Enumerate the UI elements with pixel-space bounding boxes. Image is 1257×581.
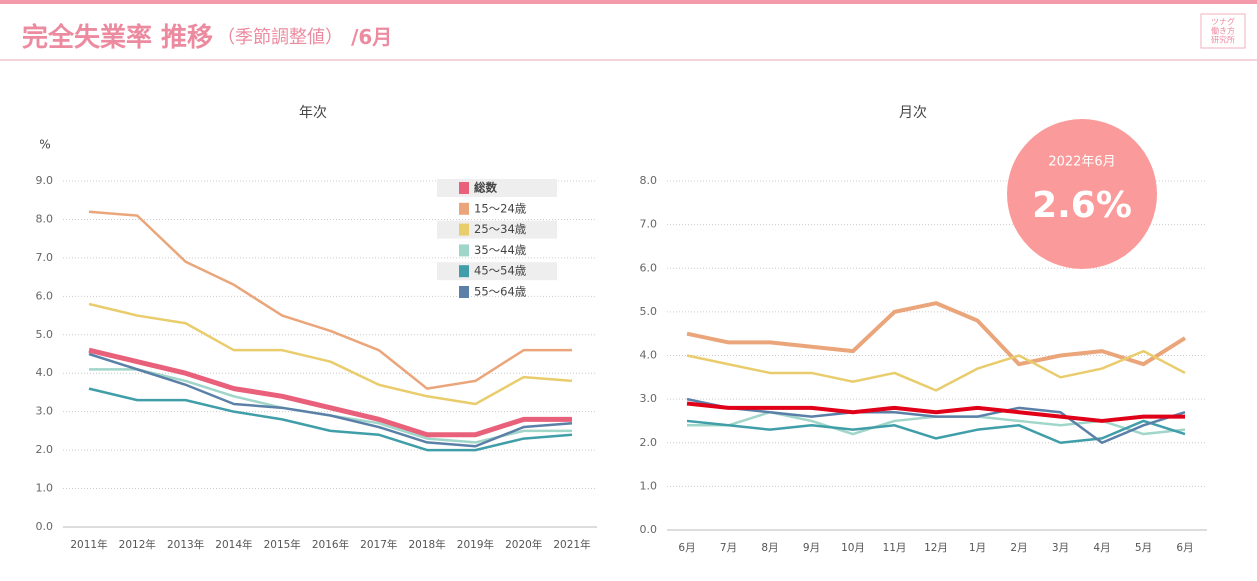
series-line — [686, 401, 1185, 423]
x-tick-label: 2019年 — [457, 538, 494, 551]
y-tick-label: 7.0 — [640, 218, 658, 231]
series-line — [88, 302, 573, 406]
series-line — [686, 301, 1187, 367]
y-tick-label: 7.0 — [36, 251, 54, 264]
x-tick-label: 10月 — [841, 542, 865, 554]
legend-swatch — [459, 265, 469, 278]
y-tick-label: 0.0 — [640, 523, 658, 536]
chart-title: 年次 — [299, 105, 327, 121]
y-tick-label: 5.0 — [640, 305, 658, 318]
legend-label: 総数 — [474, 181, 497, 195]
y-tick-label: 8.0 — [36, 212, 54, 225]
x-tick-label: 2020年 — [505, 538, 542, 551]
x-tick-label: 2月 — [1010, 542, 1027, 554]
logo-text: 働き方 — [1211, 26, 1235, 36]
x-tick-label: 6月 — [1176, 542, 1193, 554]
top-bar — [0, 0, 1257, 4]
series-line — [88, 210, 572, 390]
y-tick-label: 2.0 — [640, 436, 658, 449]
x-tick-label: 2011年 — [70, 538, 107, 551]
legend-swatch — [459, 286, 469, 298]
x-tick-label: 2018年 — [408, 538, 445, 551]
series-line — [686, 397, 1186, 444]
y-tick-label: 2.0 — [36, 443, 54, 456]
series-line — [686, 419, 1186, 444]
y-tick-label: 9.0 — [36, 174, 54, 187]
legend-swatch — [459, 244, 469, 257]
series-line — [686, 349, 1186, 392]
x-tick-label: 5月 — [1135, 542, 1152, 554]
y-tick-label: 3.0 — [640, 392, 658, 405]
x-tick-label: 2014年 — [215, 538, 252, 551]
y-tick-label: 6.0 — [640, 261, 658, 274]
series-line — [88, 352, 573, 448]
badge-value: 2.6% — [1032, 185, 1132, 226]
x-tick-label: 9月 — [803, 542, 820, 554]
x-tick-label: 1月 — [969, 542, 986, 554]
legend-label: 55～64歳 — [474, 285, 527, 299]
x-tick-label: 3月 — [1052, 542, 1069, 554]
y-tick-label: 1.0 — [640, 479, 658, 492]
title: 完全失業率 推移 — [22, 22, 213, 53]
x-tick-label: 12月 — [924, 542, 948, 554]
x-tick-label: 2017年 — [360, 538, 397, 551]
y-tick-label: 5.0 — [36, 328, 54, 341]
legend-label: 25～34歳 — [474, 222, 527, 236]
chart-title: 月次 — [899, 105, 927, 121]
y-tick-label: 6.0 — [36, 289, 54, 302]
subtitle: （季節調整値） — [217, 27, 343, 48]
y-tick-label: 0.0 — [36, 520, 54, 533]
badge — [1007, 119, 1157, 269]
y-tick-label: 1.0 — [36, 482, 54, 495]
legend-swatch — [459, 182, 469, 194]
legend-label: 15～24歳 — [474, 201, 527, 215]
x-tick-label: 2015年 — [264, 538, 301, 551]
logo-box — [1200, 13, 1246, 49]
badge-title: 2022年6月 — [1048, 155, 1115, 170]
legend-swatch — [459, 202, 469, 215]
x-tick-label: 2021年 — [553, 538, 590, 551]
x-tick-label: 11月 — [883, 542, 907, 554]
x-tick-label: 2012年 — [119, 538, 156, 551]
x-tick-label: 7月 — [720, 542, 737, 554]
legend-bg — [437, 179, 557, 197]
legend-swatch — [459, 223, 469, 236]
series-line — [88, 347, 572, 438]
legend-label: 35～44歳 — [474, 243, 527, 257]
legend-label: 45～54歳 — [474, 264, 527, 278]
logo-text: ツナグ — [1211, 17, 1235, 27]
y-tick-label: 4.0 — [36, 366, 54, 379]
y-unit: % — [39, 138, 50, 152]
x-tick-label: 6月 — [678, 542, 695, 554]
logo-text: 研究所 — [1211, 35, 1235, 45]
series-line — [88, 387, 573, 452]
page-title: 完全失業率 推移 （季節調整値） /6月 — [22, 22, 392, 53]
note: /6月 — [351, 25, 392, 49]
x-tick-label: 2013年 — [167, 538, 204, 551]
x-tick-label: 8月 — [761, 542, 778, 554]
x-tick-label: 2016年 — [312, 538, 349, 551]
y-tick-label: 8.0 — [640, 174, 658, 187]
y-tick-label: 3.0 — [36, 405, 54, 418]
x-tick-label: 4月 — [1093, 542, 1110, 554]
y-tick-label: 4.0 — [640, 349, 658, 362]
